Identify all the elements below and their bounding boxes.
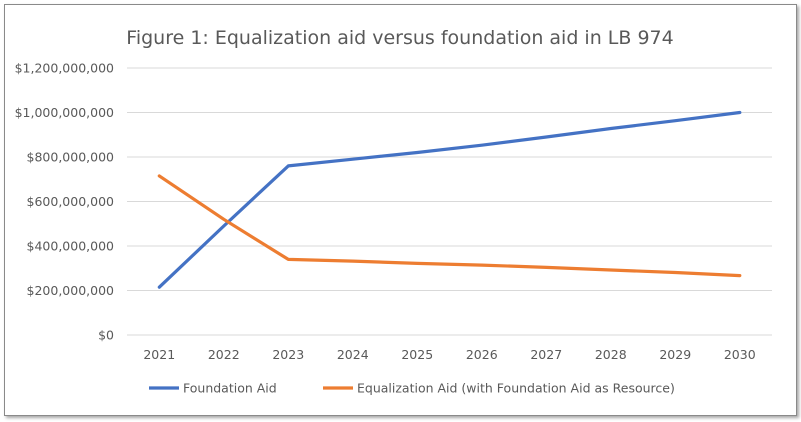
legend-label-1: Foundation Aid [183, 381, 277, 396]
y-tick-label: $1,200,000,000 [15, 61, 114, 76]
legend-label-2: Equalization Aid (with Foundation Aid as… [357, 381, 675, 396]
series-lines [157, 110, 742, 289]
x-tick-label: 2023 [272, 347, 304, 362]
x-tick-label: 2025 [401, 347, 433, 362]
x-tick-label: 2024 [337, 347, 369, 362]
x-tick-label: 2027 [530, 347, 562, 362]
x-tick-label: 2022 [208, 347, 240, 362]
y-tick-label: $800,000,000 [27, 150, 115, 165]
y-tick-label: $600,000,000 [27, 194, 115, 209]
x-tick-label: 2021 [143, 347, 175, 362]
x-tick-label: 2029 [659, 347, 691, 362]
y-axis-tick-labels: $0 $200,000,000 $400,000,000 $600,000,000 $8… [15, 61, 114, 343]
y-tick-label: $200,000,000 [27, 283, 115, 298]
y-tick-label: $400,000,000 [27, 239, 115, 254]
legend: Foundation Aid Equalization Aid (with Fou… [149, 381, 675, 396]
grid-lines [127, 67, 772, 336]
series-line-1 [157, 110, 742, 289]
chart-title: Figure 1: Equalization aid versus founda… [126, 27, 673, 49]
x-tick-label: 2028 [595, 347, 627, 362]
chart-frame [4, 4, 797, 416]
x-tick-label: 2030 [724, 347, 756, 362]
x-axis-tick-labels: 2021 2022 2023 2024 2025 2026 2027 2028 2029 2030 [143, 347, 755, 362]
y-tick-label: $0 [98, 328, 114, 343]
series-line-2 [157, 174, 742, 278]
x-tick-label: 2026 [466, 347, 498, 362]
y-tick-label: $1,000,000,000 [15, 105, 114, 120]
